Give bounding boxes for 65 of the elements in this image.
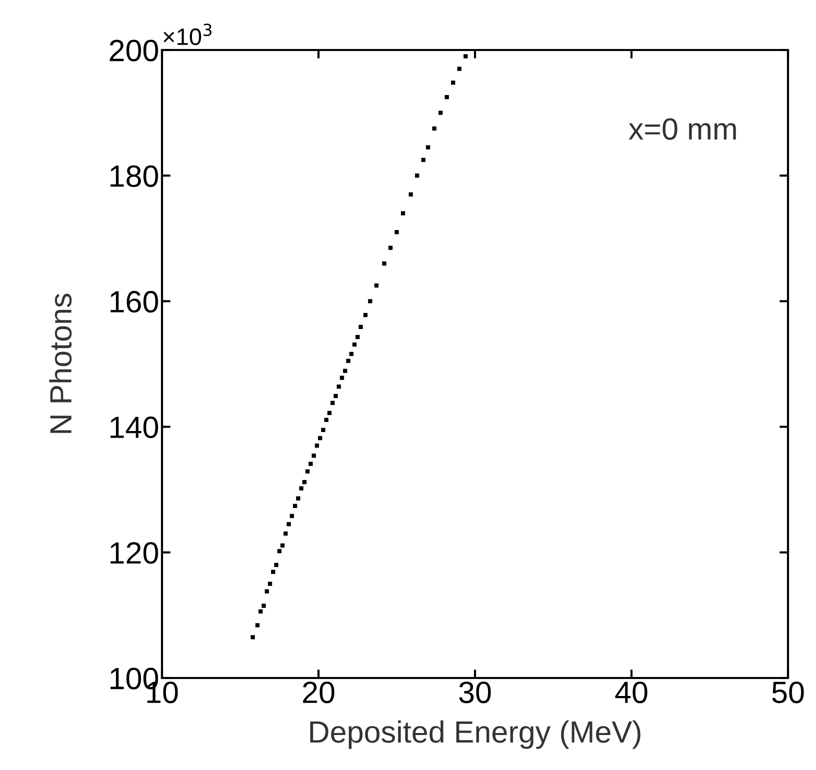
y-tick-label: 200 bbox=[110, 40, 158, 62]
annotation: x=0 mm bbox=[628, 118, 736, 140]
point bbox=[299, 486, 304, 490]
point bbox=[382, 261, 386, 266]
point bbox=[388, 246, 393, 250]
point bbox=[290, 514, 294, 518]
x-tick-label: 40 bbox=[615, 682, 648, 704]
point bbox=[415, 174, 420, 178]
point bbox=[334, 394, 338, 398]
x-tick-label: 50 bbox=[772, 682, 804, 704]
point bbox=[324, 418, 328, 422]
x-tick-label: 20 bbox=[303, 682, 334, 704]
point bbox=[321, 428, 326, 432]
point bbox=[274, 562, 278, 568]
point bbox=[374, 283, 378, 288]
point bbox=[358, 324, 363, 330]
point bbox=[343, 368, 348, 373]
point bbox=[330, 400, 335, 406]
y-tick-label: 160 bbox=[110, 290, 158, 313]
point bbox=[363, 312, 368, 318]
point bbox=[296, 496, 300, 500]
y-tick-label: 140 bbox=[110, 416, 158, 438]
x-axis-title: Deposited Energy (MeV) bbox=[310, 720, 640, 749]
point bbox=[258, 609, 263, 614]
point bbox=[286, 522, 291, 526]
point bbox=[400, 211, 406, 216]
point bbox=[346, 358, 350, 363]
point bbox=[268, 582, 272, 586]
point bbox=[255, 623, 260, 628]
x-tick-label: 30 bbox=[459, 682, 491, 704]
point bbox=[284, 531, 288, 536]
text: ×10$^{3}$ bbox=[164, 24, 212, 46]
point bbox=[318, 436, 322, 440]
point bbox=[277, 549, 282, 554]
point bbox=[305, 469, 310, 474]
point bbox=[292, 504, 298, 508]
point bbox=[464, 54, 468, 58]
point bbox=[451, 80, 456, 85]
point bbox=[432, 126, 436, 131]
point bbox=[349, 352, 354, 356]
point bbox=[336, 384, 341, 389]
point bbox=[271, 570, 276, 574]
point bbox=[368, 299, 372, 304]
point bbox=[250, 635, 255, 640]
point bbox=[444, 95, 449, 100]
point bbox=[312, 454, 316, 458]
point bbox=[438, 110, 443, 115]
point bbox=[426, 145, 430, 150]
point bbox=[327, 410, 332, 416]
point bbox=[280, 543, 285, 548]
point bbox=[302, 480, 306, 484]
point bbox=[308, 462, 313, 466]
point bbox=[408, 192, 413, 197]
point bbox=[314, 444, 320, 448]
point bbox=[352, 342, 357, 347]
point bbox=[264, 589, 269, 594]
y-axis-title: N Photons bbox=[49, 294, 72, 433]
y-tick-label: 180 bbox=[110, 165, 158, 187]
point bbox=[356, 334, 360, 340]
point bbox=[340, 376, 344, 380]
y-tick-label: 120 bbox=[110, 542, 158, 564]
point bbox=[421, 158, 426, 162]
point bbox=[457, 66, 462, 71]
point bbox=[262, 604, 266, 608]
point bbox=[394, 230, 399, 234]
